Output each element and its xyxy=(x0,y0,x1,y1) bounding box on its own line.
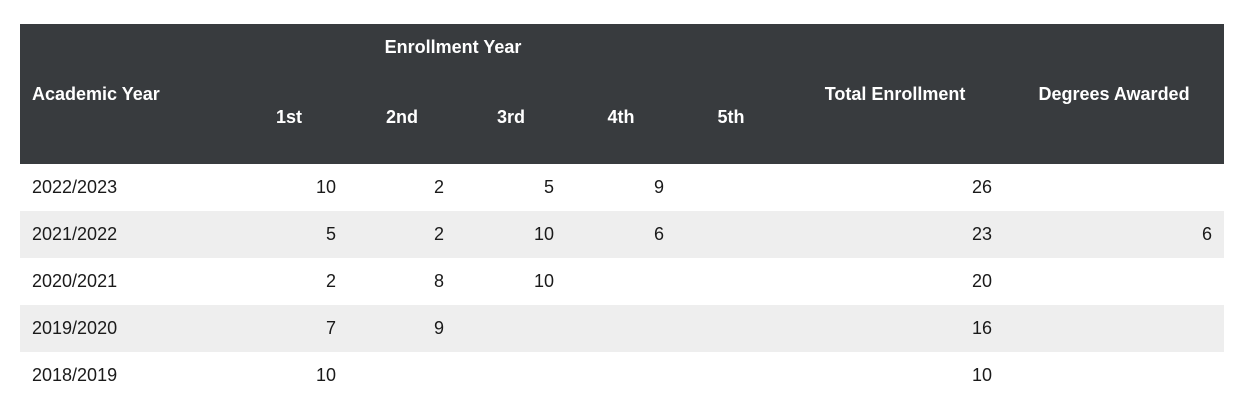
cell-degrees-awarded xyxy=(1004,352,1224,399)
header-enrollment-year: Enrollment Year xyxy=(230,24,677,70)
cell-1st: 5 xyxy=(230,211,348,258)
cell-2nd: 8 xyxy=(433,271,444,291)
table-header: Academic Year Enrollment Year Total Enro… xyxy=(20,24,1225,164)
header-year-5th: 5th xyxy=(676,94,787,140)
cell-total-enrollment: 23 xyxy=(786,211,1005,258)
cell-2nd xyxy=(348,352,456,399)
header-degrees-awarded: Degrees Awarded xyxy=(1004,24,1225,164)
cell-5th xyxy=(676,305,787,352)
header-year-1st: 1st xyxy=(230,94,348,140)
cell-3rd: 10 xyxy=(456,211,566,258)
cell-total-enrollment: 20 xyxy=(972,271,993,291)
header-gap xyxy=(230,70,787,94)
cell-1st: 2 xyxy=(325,271,336,291)
cell-4th xyxy=(566,352,676,399)
cell-3rd: 10 xyxy=(533,271,554,291)
header-academic-year: Academic Year xyxy=(20,24,230,164)
cell-3rd xyxy=(456,305,566,352)
header-bottom-gap xyxy=(230,140,787,164)
table-row: 2019/2020 7 9 16 xyxy=(20,305,1225,352)
cell-degrees-awarded xyxy=(1004,258,1224,305)
header-year-3rd: 3rd xyxy=(456,94,566,140)
cell-4th: 9 xyxy=(654,177,665,197)
cell-4th xyxy=(566,305,677,352)
cell-academic-year: 2018/2019 xyxy=(32,365,118,385)
header-year-2nd: 2nd xyxy=(348,94,456,140)
cell-total-enrollment: 26 xyxy=(972,177,993,197)
cell-4th xyxy=(566,258,676,305)
cell-academic-year: 2020/2021 xyxy=(32,271,118,291)
cell-1st: 10 xyxy=(315,177,336,197)
enrollment-table-container: Academic Year Enrollment Year Total Enro… xyxy=(20,24,1225,399)
cell-academic-year: 2022/2023 xyxy=(32,177,118,197)
cell-5th xyxy=(676,258,786,305)
header-total-enrollment: Total Enrollment xyxy=(786,24,1005,164)
cell-degrees-awarded xyxy=(1004,164,1224,211)
cell-total-enrollment: 16 xyxy=(786,305,1005,352)
enrollment-table: Academic Year Enrollment Year Total Enro… xyxy=(20,24,1225,399)
table-row: 2018/2019 10 10 xyxy=(20,352,1224,399)
cell-5th xyxy=(676,164,786,211)
table-body: 2022/2023 10 2 5 9 26 2021/2022 5 2 10 6… xyxy=(20,164,1225,399)
cell-3rd xyxy=(456,352,566,399)
cell-academic-year: 2019/2020 xyxy=(20,305,230,352)
table-row: 2021/2022 5 2 10 6 23 6 xyxy=(20,211,1225,258)
cell-degrees-awarded: 6 xyxy=(1004,211,1225,258)
cell-1st: 10 xyxy=(315,365,336,385)
header-spacer xyxy=(676,24,787,70)
header-year-4th: 4th xyxy=(566,94,677,140)
cell-1st: 7 xyxy=(230,305,348,352)
table-row: 2022/2023 10 2 5 9 26 xyxy=(20,164,1224,211)
cell-5th xyxy=(676,352,786,399)
cell-degrees-awarded xyxy=(1004,305,1225,352)
cell-5th xyxy=(676,211,787,258)
cell-2nd: 9 xyxy=(348,305,456,352)
cell-total-enrollment: 10 xyxy=(972,365,993,385)
cell-4th: 6 xyxy=(566,211,677,258)
table-row: 2020/2021 2 8 10 20 xyxy=(20,258,1224,305)
cell-academic-year: 2021/2022 xyxy=(20,211,230,258)
cell-3rd: 5 xyxy=(543,177,554,197)
cell-2nd: 2 xyxy=(433,177,444,197)
cell-2nd: 2 xyxy=(348,211,456,258)
